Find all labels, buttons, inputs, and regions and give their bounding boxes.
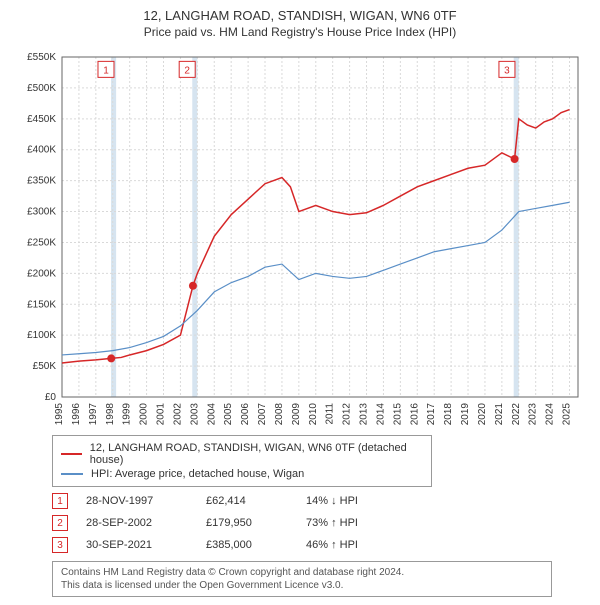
svg-text:2012: 2012 bbox=[342, 403, 353, 426]
legend-swatch bbox=[61, 473, 83, 475]
event-price: £385,000 bbox=[206, 539, 306, 551]
event-row: 1 28-NOV-1997£62,41414% ↓ HPI bbox=[52, 493, 588, 509]
event-row: 3 30-SEP-2021£385,00046% ↑ HPI bbox=[52, 537, 588, 553]
chart-svg: £0 £50K £100K £150K £200K £250K £300K £350K £400… bbox=[12, 47, 588, 427]
event-row: 2 28-SEP-2002£179,95073% ↑ HPI bbox=[52, 515, 588, 531]
svg-text:£50K: £50K bbox=[33, 361, 57, 372]
svg-text:2020: 2020 bbox=[477, 403, 488, 426]
svg-text:2016: 2016 bbox=[409, 403, 420, 426]
svg-text:£350K: £350K bbox=[27, 176, 56, 187]
svg-text:£150K: £150K bbox=[27, 299, 56, 310]
event-price: £179,950 bbox=[206, 517, 306, 529]
svg-text:2022: 2022 bbox=[511, 403, 522, 426]
svg-text:2006: 2006 bbox=[240, 403, 251, 426]
footer-line-1: Contains HM Land Registry data © Crown c… bbox=[61, 566, 543, 579]
legend-label: HPI: Average price, detached house, Wiga… bbox=[91, 468, 304, 480]
chart-plot: £0 £50K £100K £150K £200K £250K £300K £350K £400… bbox=[12, 47, 588, 427]
event-date: 28-NOV-1997 bbox=[86, 495, 206, 507]
svg-text:2013: 2013 bbox=[359, 403, 370, 426]
svg-text:£100K: £100K bbox=[27, 330, 56, 341]
svg-text:£550K: £550K bbox=[27, 52, 56, 63]
svg-text:£200K: £200K bbox=[27, 268, 56, 279]
svg-text:2004: 2004 bbox=[206, 403, 217, 426]
svg-text:2009: 2009 bbox=[291, 403, 302, 426]
svg-text:2: 2 bbox=[184, 65, 190, 76]
footer-note: Contains HM Land Registry data © Crown c… bbox=[52, 561, 552, 597]
event-delta: 46% ↑ HPI bbox=[306, 539, 426, 551]
chart-title: 12, LANGHAM ROAD, STANDISH, WIGAN, WN6 0… bbox=[12, 8, 588, 23]
legend: 12, LANGHAM ROAD, STANDISH, WIGAN, WN6 0… bbox=[52, 435, 432, 487]
svg-text:1999: 1999 bbox=[122, 403, 133, 426]
svg-text:2011: 2011 bbox=[325, 403, 336, 425]
event-date: 28-SEP-2002 bbox=[86, 517, 206, 529]
event-delta: 14% ↓ HPI bbox=[306, 495, 426, 507]
svg-text:2008: 2008 bbox=[274, 403, 285, 426]
legend-swatch bbox=[61, 453, 82, 455]
svg-text:2019: 2019 bbox=[460, 403, 471, 426]
event-delta: 73% ↑ HPI bbox=[306, 517, 426, 529]
svg-text:2024: 2024 bbox=[545, 403, 556, 426]
svg-text:1998: 1998 bbox=[105, 403, 116, 426]
event-marker: 1 bbox=[52, 493, 68, 509]
svg-text:£0: £0 bbox=[45, 392, 57, 403]
svg-text:£400K: £400K bbox=[27, 145, 56, 156]
svg-text:2000: 2000 bbox=[139, 403, 150, 426]
svg-text:2001: 2001 bbox=[156, 403, 167, 426]
legend-row: 12, LANGHAM ROAD, STANDISH, WIGAN, WN6 0… bbox=[61, 442, 423, 466]
svg-text:2005: 2005 bbox=[223, 403, 234, 426]
svg-text:2025: 2025 bbox=[562, 403, 573, 426]
svg-text:2017: 2017 bbox=[426, 403, 437, 426]
svg-text:1: 1 bbox=[103, 65, 109, 76]
svg-text:2003: 2003 bbox=[189, 403, 200, 426]
legend-label: 12, LANGHAM ROAD, STANDISH, WIGAN, WN6 0… bbox=[90, 442, 423, 466]
svg-text:2010: 2010 bbox=[308, 403, 319, 426]
svg-text:£250K: £250K bbox=[27, 237, 56, 248]
svg-text:2007: 2007 bbox=[257, 403, 268, 426]
svg-text:1997: 1997 bbox=[88, 403, 99, 426]
legend-row: HPI: Average price, detached house, Wiga… bbox=[61, 468, 423, 480]
svg-text:2015: 2015 bbox=[392, 403, 403, 426]
svg-text:1995: 1995 bbox=[54, 403, 65, 426]
event-marker: 3 bbox=[52, 537, 68, 553]
svg-text:2021: 2021 bbox=[494, 403, 505, 426]
svg-text:1996: 1996 bbox=[71, 403, 82, 426]
svg-text:2023: 2023 bbox=[528, 403, 539, 426]
events-list: 1 28-NOV-1997£62,41414% ↓ HPI 2 28-SEP-2002… bbox=[52, 493, 588, 553]
event-price: £62,414 bbox=[206, 495, 306, 507]
svg-text:£450K: £450K bbox=[27, 114, 56, 125]
svg-text:2002: 2002 bbox=[172, 403, 183, 426]
event-date: 30-SEP-2021 bbox=[86, 539, 206, 551]
svg-text:£300K: £300K bbox=[27, 207, 56, 218]
chart-container: 12, LANGHAM ROAD, STANDISH, WIGAN, WN6 0… bbox=[0, 0, 600, 605]
svg-text:2014: 2014 bbox=[375, 403, 386, 426]
svg-text:2018: 2018 bbox=[443, 403, 454, 426]
svg-text:3: 3 bbox=[504, 65, 510, 76]
chart-subtitle: Price paid vs. HM Land Registry's House … bbox=[12, 25, 588, 39]
footer-line-2: This data is licensed under the Open Gov… bbox=[61, 579, 543, 592]
svg-text:£500K: £500K bbox=[27, 83, 56, 94]
event-marker: 2 bbox=[52, 515, 68, 531]
